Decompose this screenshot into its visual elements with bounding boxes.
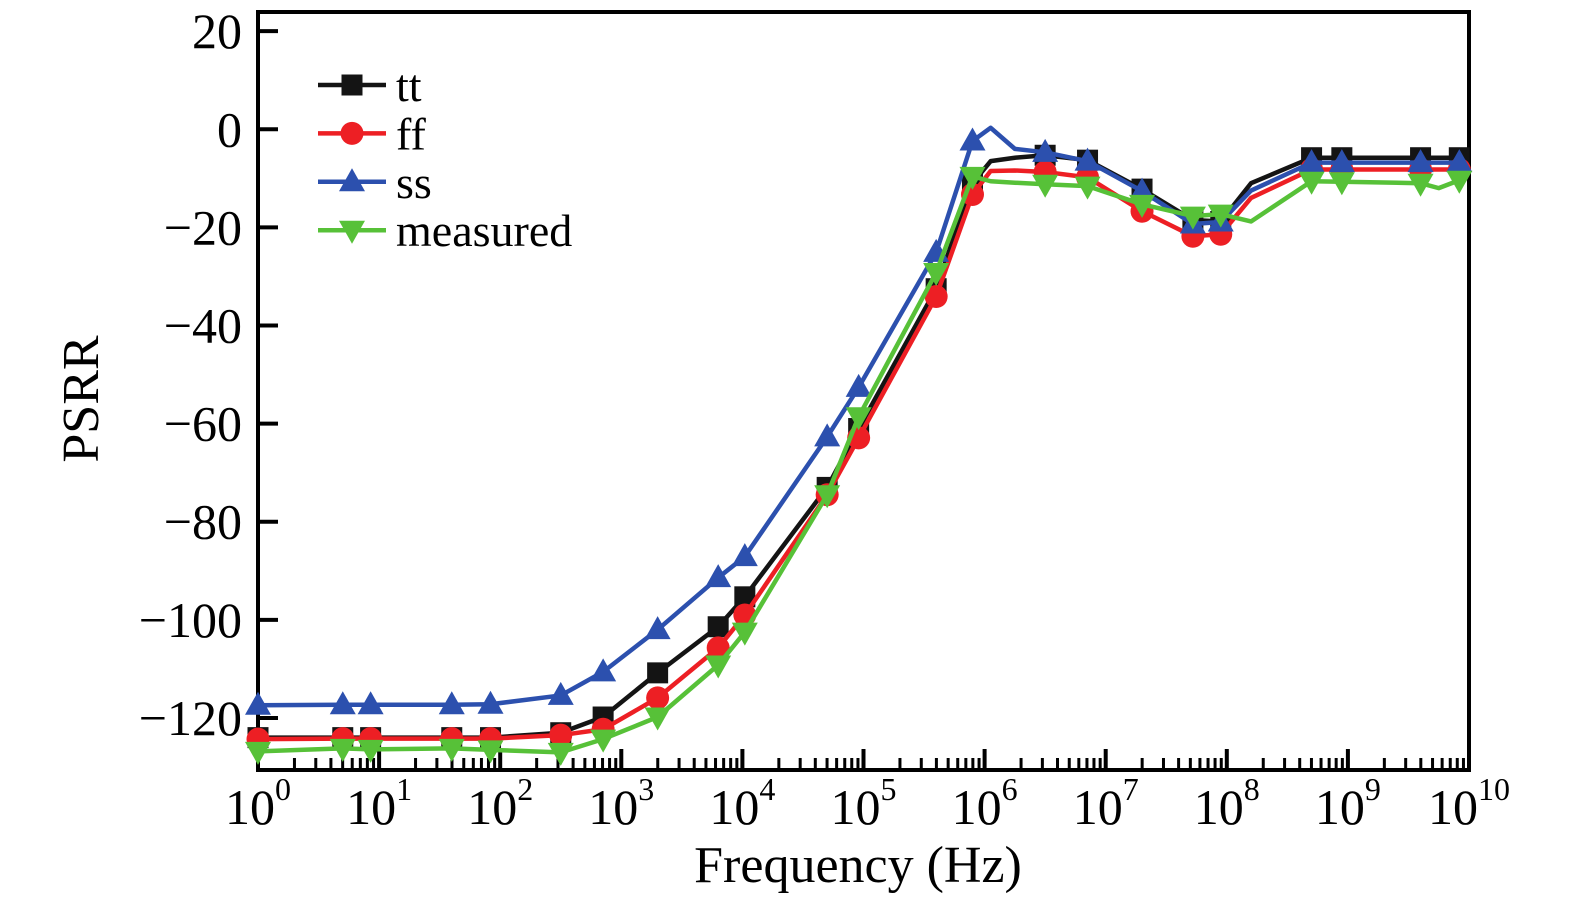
series-marker-ss [245, 691, 271, 715]
series-line-measured [255, 174, 1462, 755]
series-marker-ss [814, 423, 841, 447]
series-marker-ss [357, 691, 384, 715]
series-marker-ss [845, 373, 872, 397]
x-tick-label: 105 [831, 771, 897, 835]
series-marker-measured [357, 739, 384, 763]
x-tick-exponent: 3 [638, 771, 654, 807]
legend-label-tt: tt [396, 60, 422, 111]
x-axis-title: Frequency (Hz) [694, 837, 1022, 894]
x-tick-exponent: 2 [517, 771, 533, 807]
y-tick-label: −60 [164, 396, 242, 452]
x-tick-exponent: 1 [396, 771, 412, 807]
y-tick-label: −100 [139, 592, 242, 648]
x-tick-label: 100 [225, 771, 291, 835]
series-marker-measured [1328, 172, 1355, 196]
series-marker-ss [547, 681, 574, 705]
y-tick-label: −80 [164, 494, 242, 550]
x-tick-label: 108 [1194, 771, 1260, 835]
series-marker-ss [644, 616, 671, 640]
x-tick-exponent: 4 [759, 771, 775, 807]
series-marker-ss [329, 691, 356, 715]
series-marker-ss [1328, 149, 1355, 173]
series-marker-tt [734, 586, 756, 608]
y-tick-label: −40 [164, 298, 242, 354]
series-marker-ff [924, 285, 948, 309]
x-tick-exponent: 10 [1478, 771, 1510, 807]
series-marker-measured [590, 729, 617, 753]
series-marker-measured [1179, 206, 1206, 230]
x-tick-label: 1010 [1428, 771, 1510, 835]
series-marker-ss [1407, 149, 1434, 173]
series-marker-measured [438, 738, 465, 762]
x-tick-exponent: 9 [1365, 771, 1381, 807]
x-tick-exponent: 8 [1244, 771, 1260, 807]
x-tick-label: 109 [1315, 771, 1381, 835]
series-marker-ss [959, 127, 986, 151]
series-marker-measured [814, 485, 841, 509]
x-tick-label: 107 [1073, 771, 1139, 835]
series-marker-ff [706, 636, 730, 660]
y-tick-label: 20 [192, 3, 242, 59]
series-marker-ss [705, 564, 732, 588]
legend-marker-measured [339, 220, 365, 244]
y-tick-label: −20 [164, 199, 242, 255]
series-marker-measured [959, 166, 986, 190]
series-marker-measured [1207, 204, 1234, 228]
series-marker-ss [477, 690, 504, 714]
x-tick-label: 102 [467, 771, 533, 835]
series-marker-ff [549, 723, 573, 747]
legend-marker-ss [339, 168, 365, 192]
series-marker-tt [707, 616, 729, 638]
x-tick-label: 106 [952, 771, 1018, 835]
x-tick-exponent: 7 [1123, 771, 1139, 807]
x-tick-label: 104 [709, 771, 775, 835]
series-marker-ss [438, 691, 465, 715]
x-tick-exponent: 0 [275, 771, 291, 807]
series-marker-ss [1032, 138, 1059, 162]
legend-marker-ff [340, 121, 364, 145]
y-axis-title: PSRR [53, 335, 110, 463]
x-tick-label: 101 [346, 771, 412, 835]
series-marker-measured [1407, 173, 1434, 197]
series-marker-measured [1446, 170, 1473, 194]
series-marker-tt [647, 662, 669, 684]
x-tick-exponent: 5 [881, 771, 897, 807]
series-marker-measured [477, 740, 504, 764]
series-layer [245, 125, 1473, 766]
series-marker-measured [1129, 194, 1156, 218]
y-tick-label: −120 [139, 690, 242, 746]
series-marker-ss [1298, 149, 1325, 173]
series-marker-ss [1074, 147, 1101, 171]
series-marker-ss [731, 543, 758, 567]
series-marker-measured [644, 707, 671, 731]
series-marker-measured [1074, 176, 1101, 200]
x-tick-exponent: 6 [1002, 771, 1018, 807]
legend-label-ff: ff [396, 108, 426, 159]
series-marker-measured [1298, 171, 1325, 195]
series-marker-measured [1032, 174, 1059, 198]
series-marker-measured [547, 742, 574, 766]
series-marker-measured [329, 738, 356, 762]
legend-label-ss: ss [396, 157, 432, 208]
series-marker-ff [646, 686, 670, 710]
series-marker-measured [245, 741, 271, 765]
series-marker-ss [590, 658, 617, 682]
x-tick-label: 103 [588, 771, 654, 835]
legend-marker-tt [341, 74, 363, 96]
legend-label-measured: measured [396, 205, 572, 256]
y-tick-label: 0 [217, 101, 242, 157]
series-marker-ss [1446, 149, 1473, 173]
series-marker-measured [731, 622, 758, 646]
series-marker-measured [845, 407, 872, 431]
plot-border [256, 10, 1471, 772]
series-marker-measured [705, 655, 732, 679]
series-marker-measured [923, 263, 950, 287]
